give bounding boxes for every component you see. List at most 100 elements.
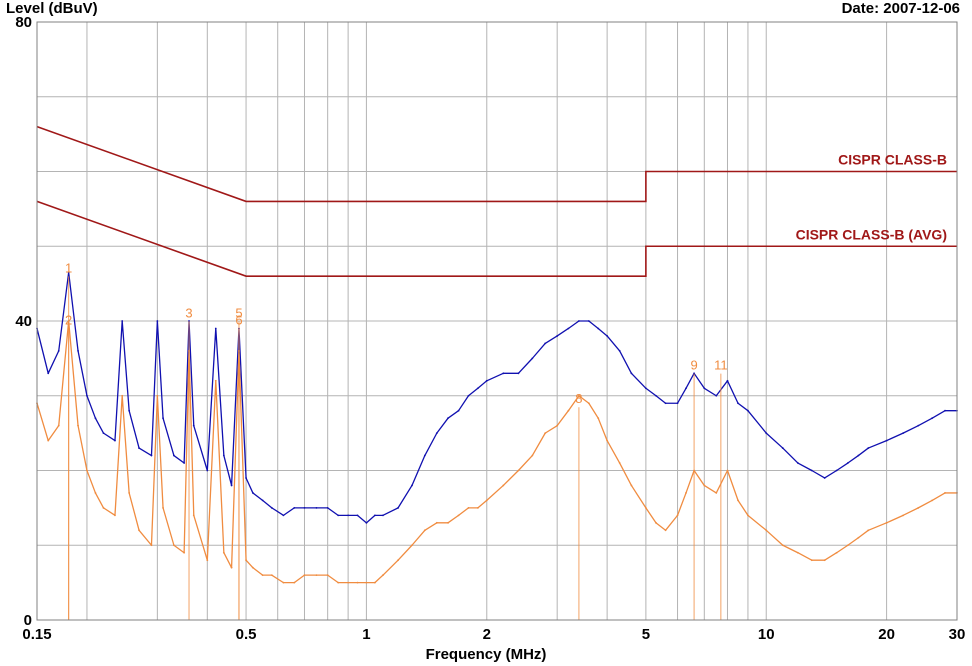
data-point — [293, 581, 296, 584]
x-tick-label: 20 — [878, 626, 895, 643]
data-point — [556, 424, 559, 427]
data-point — [162, 506, 164, 509]
data-point — [931, 499, 934, 502]
data-point — [94, 492, 97, 494]
data-point — [57, 424, 60, 427]
data-point — [781, 447, 784, 449]
data-point — [737, 499, 739, 502]
data-point — [397, 559, 399, 562]
data-point — [192, 514, 195, 517]
data-point — [411, 544, 413, 547]
data-point — [57, 350, 60, 352]
gridlines — [37, 22, 957, 620]
data-point — [183, 551, 186, 554]
data-point — [917, 506, 920, 509]
data-point — [303, 506, 306, 509]
data-point — [630, 484, 633, 487]
data-point — [902, 432, 905, 435]
data-point — [531, 357, 534, 360]
data-point — [315, 574, 318, 577]
data-point — [846, 544, 849, 547]
data-point — [382, 574, 384, 577]
data-point — [931, 417, 934, 420]
peak-markers: 1 2 3 56 8 9 11 — [65, 260, 728, 620]
data-point — [293, 506, 296, 509]
x-tick-label: 0.15 — [22, 626, 51, 643]
data-point — [618, 462, 621, 464]
axis-ticks: 0.15 0.5 1 2 5 10 20 30 0 40 80 — [15, 14, 965, 643]
data-point — [467, 506, 470, 509]
data-point — [544, 342, 547, 345]
data-point — [251, 566, 254, 569]
data-point — [156, 320, 159, 322]
data-point — [517, 372, 520, 375]
data-point — [114, 439, 116, 442]
data-point — [365, 521, 368, 524]
data-point — [846, 462, 849, 464]
data-point — [86, 394, 88, 397]
data-point — [214, 327, 217, 330]
data-point — [457, 514, 460, 517]
data-point — [303, 574, 306, 577]
data-point — [618, 350, 621, 352]
data-point — [737, 402, 739, 405]
data-point — [365, 581, 368, 584]
data-point — [606, 439, 609, 442]
data-point — [502, 372, 505, 375]
data-point — [703, 387, 706, 390]
data-point — [102, 432, 105, 435]
limit-line-label: CISPR CLASS-B (AVG) — [796, 226, 947, 242]
data-point — [796, 462, 799, 464]
limit-line — [36, 200, 957, 277]
data-point — [138, 529, 140, 532]
limit-lines: CISPR CLASS-B CISPR CLASS-B (AVG) — [36, 125, 957, 277]
y-tick-label: 80 — [15, 14, 32, 31]
data-point — [214, 379, 217, 382]
data-point — [685, 492, 687, 494]
data-point — [781, 544, 784, 547]
data-point — [917, 424, 920, 427]
data-point — [192, 424, 195, 427]
data-point — [597, 417, 600, 420]
data-point — [67, 271, 70, 274]
data-point — [150, 544, 153, 547]
x-tick-label: 0.5 — [236, 626, 257, 643]
x-axis-label: Frequency (MHz) — [425, 646, 547, 663]
data-point — [261, 574, 264, 577]
data-point — [544, 432, 547, 435]
data-point — [578, 394, 580, 397]
data-point — [867, 447, 870, 449]
data-point — [867, 529, 870, 532]
data-point — [944, 492, 946, 494]
data-point — [765, 529, 768, 532]
data-point — [823, 559, 826, 562]
data-point — [835, 551, 838, 554]
data-point — [902, 514, 905, 517]
data-point — [715, 492, 718, 494]
data-point — [531, 454, 534, 457]
data-point — [857, 536, 860, 539]
data-point — [485, 379, 488, 382]
data-point — [356, 581, 359, 584]
data-point — [245, 477, 247, 479]
data-point — [517, 469, 520, 472]
data-point — [435, 432, 438, 435]
data-point — [222, 551, 225, 554]
data-point — [347, 514, 350, 517]
data-point — [245, 559, 247, 562]
data-point — [326, 506, 329, 509]
data-point — [885, 521, 888, 524]
y-tick-label: 0 — [24, 612, 32, 629]
data-point — [726, 379, 729, 382]
series-line — [36, 320, 957, 584]
data-point — [655, 521, 657, 524]
data-point — [664, 529, 667, 532]
data-point — [114, 514, 116, 517]
data-point — [587, 402, 590, 405]
data-point — [230, 566, 233, 569]
data-point — [121, 394, 124, 397]
data-point — [655, 394, 657, 397]
marker-label: 3 — [185, 305, 192, 320]
data-point — [251, 492, 254, 494]
